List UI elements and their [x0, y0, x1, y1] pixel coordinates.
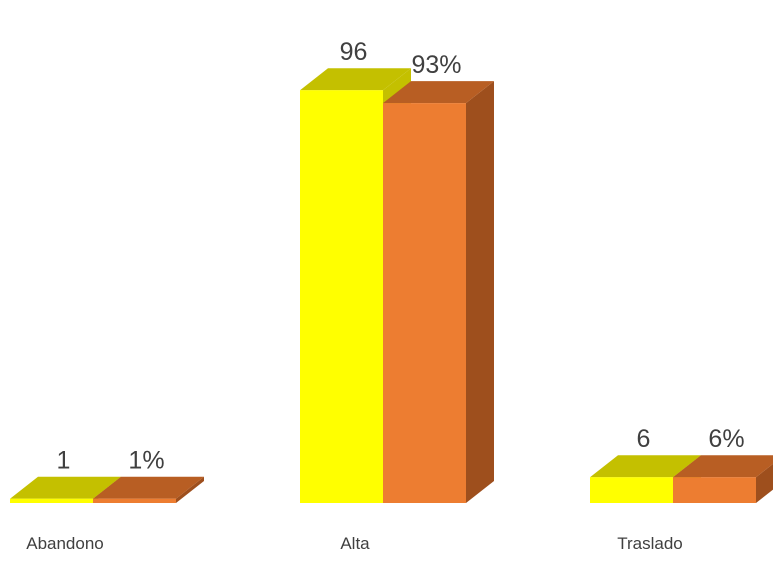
bar-traslado-series-2-front	[673, 477, 756, 503]
category-label-traslado: Traslado	[617, 534, 683, 553]
data-label-alta-series-2: 93%	[411, 51, 461, 79]
category-label-alta: Alta	[340, 534, 370, 553]
bar-traslado-series-1-front	[590, 477, 673, 503]
bar-alta-series-2-side	[466, 81, 494, 503]
bars-group	[10, 68, 773, 503]
bar-alta-series-2-front	[383, 103, 466, 503]
category-labels-group: Abandono Alta Traslado	[26, 534, 683, 553]
data-label-abandono-series-1: 1	[57, 447, 71, 475]
bar-alta-series-1-front	[300, 90, 383, 503]
bar-alta-series-2	[383, 81, 494, 503]
data-label-traslado-series-1: 6	[637, 425, 651, 453]
data-label-alta-series-1: 96	[340, 38, 368, 66]
data-label-traslado-series-2: 6%	[708, 425, 744, 453]
category-label-abandono: Abandono	[26, 534, 104, 553]
bar-abandono-series-2-front	[93, 499, 176, 503]
bar-abandono-series-1-front	[10, 499, 93, 503]
data-label-abandono-series-2: 1%	[128, 447, 164, 475]
